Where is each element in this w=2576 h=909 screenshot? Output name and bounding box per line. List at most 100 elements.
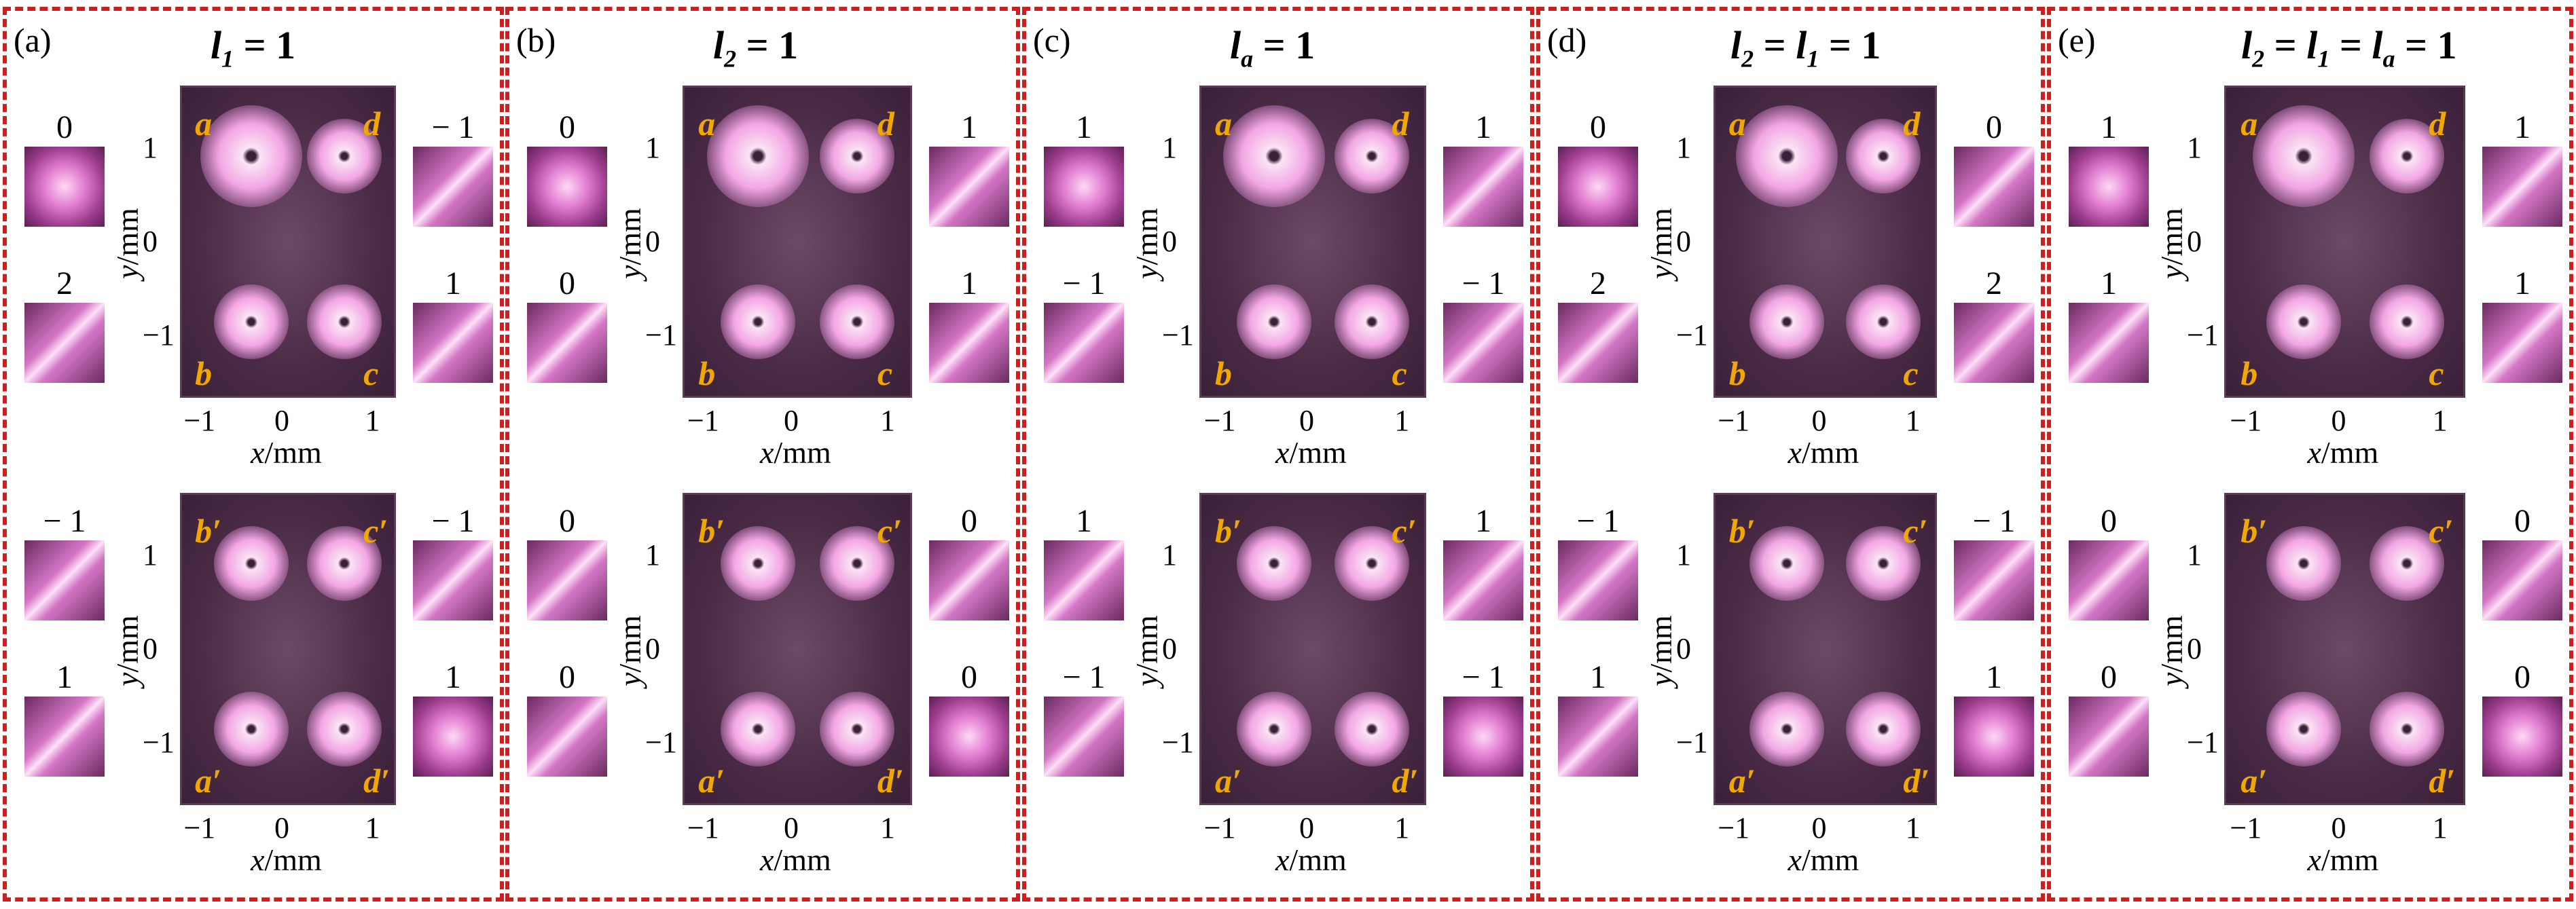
x-axis-unit: /mm	[1289, 842, 1347, 877]
panel-title: l2 = l1 = la = 1	[2241, 26, 2457, 71]
title-symbol: l	[2372, 23, 2383, 67]
mode-index-label: 1	[445, 659, 461, 695]
beam-marker-label: b	[195, 354, 213, 392]
mode-index-label: 0	[559, 109, 575, 145]
figure-panel: (d) l2 = l1 = 1 a d b c 1 0 −1 −1 0 1 x/mm y/mm b′ c′ a′…	[1536, 7, 2045, 902]
x-tick-label: 0	[1299, 811, 1314, 845]
x-axis-unit: /mm	[774, 435, 831, 470]
x-axis-label: x/mm	[760, 845, 831, 876]
mode-index-label: − 1	[1462, 659, 1505, 695]
y-tick-label: 1	[1676, 538, 1691, 572]
y-tick-label: 1	[143, 131, 158, 164]
title-subscript: 2	[2252, 45, 2265, 73]
beam-marker-label: b′	[1215, 511, 1242, 550]
mode-index-label: − 1	[1972, 503, 2016, 539]
panel-title: l2 = l1 = 1	[1730, 26, 1881, 71]
mode-index-label: 0	[2101, 659, 2117, 695]
y-tick-label: −1	[2187, 318, 2219, 352]
x-axis-label: x/mm	[251, 437, 322, 468]
x-axis-label: x/mm	[251, 845, 322, 876]
mode-thumbnail	[929, 303, 1009, 383]
x-tick-label: −1	[687, 811, 719, 845]
y-tick-label: 0	[2187, 632, 2202, 665]
x-tick-label: 1	[2432, 811, 2448, 845]
x-tick-label: 1	[1394, 404, 1410, 437]
y-axis-var: y	[110, 672, 145, 686]
beam-spot	[306, 284, 382, 359]
beam-spot	[1845, 692, 1921, 766]
beam-spot	[2370, 119, 2445, 194]
beam-marker-label: a′	[195, 761, 222, 800]
beam-marker-label: b	[1728, 354, 1746, 392]
mode-index-label: 0	[56, 109, 73, 145]
x-tick-label: 0	[1811, 404, 1827, 437]
x-axis-label: x/mm	[1788, 845, 1860, 876]
beam-spot	[2370, 692, 2445, 766]
x-tick-label: 0	[274, 811, 289, 845]
x-tick-label: −1	[1718, 404, 1750, 437]
y-tick-label: −1	[143, 318, 175, 352]
y-axis-unit: /mm	[1129, 615, 1164, 673]
mode-index-label: 1	[445, 265, 461, 301]
title-subscript: 1	[2317, 45, 2330, 73]
y-tick-label: −1	[143, 726, 175, 759]
y-tick-label: 1	[2187, 131, 2202, 164]
bottom-plot: b′ c′ a′ d′	[1713, 493, 1937, 805]
mode-index-label: 1	[1076, 109, 1092, 145]
title-symbol: l	[211, 23, 222, 67]
mode-index-label: 0	[961, 503, 977, 539]
x-tick-label: −1	[1203, 811, 1236, 845]
mode-thumbnail	[929, 540, 1009, 620]
beam-spot	[721, 284, 796, 359]
mode-thumbnail	[2069, 147, 2149, 227]
x-axis-unit: /mm	[2321, 842, 2379, 877]
figure-panel: (b) l2 = 1 a d b c 1 0 −1 −1 0 1 x/mm y/mm b′ c′ a′ d′ 1 0−…	[505, 7, 1020, 902]
beam-marker-label: c′	[2429, 511, 2454, 550]
beam-spot	[2370, 526, 2445, 601]
y-tick-label: 1	[1162, 538, 1177, 572]
beam-spot	[213, 284, 289, 359]
beam-spot	[1334, 284, 1409, 359]
title-equals: =	[1754, 23, 1796, 67]
mode-index-label: 0	[961, 659, 977, 695]
x-tick-label: −1	[1203, 404, 1236, 437]
mode-index-label: − 1	[1462, 265, 1505, 301]
mode-thumbnail	[1044, 540, 1124, 620]
figure-panel: (e) l2 = l1 = la = 1 a d b c 1 0 −1 −1 0 1 x/mm y/mm b…	[2047, 7, 2573, 902]
beam-marker-label: d	[1392, 104, 1409, 143]
x-tick-label: 0	[274, 404, 289, 437]
mode-index-label: 1	[2514, 265, 2530, 301]
mode-index-label: 1	[1986, 659, 2002, 695]
title-symbol: l	[713, 23, 725, 67]
x-tick-label: −1	[183, 811, 216, 845]
beam-spot	[1845, 526, 1921, 601]
x-tick-label: 1	[1905, 404, 1921, 437]
mode-thumbnail	[527, 147, 607, 227]
mode-thumbnail	[24, 540, 105, 620]
y-axis-label: y/mm	[1644, 208, 1678, 279]
mode-index-label: − 1	[43, 503, 86, 539]
beam-spot	[1749, 526, 1825, 601]
y-tick-label: 0	[645, 632, 660, 665]
beam-spot	[1334, 526, 1409, 601]
mode-thumbnail	[24, 147, 105, 227]
beam-spot	[2266, 284, 2341, 359]
y-axis-unit: /mm	[2154, 208, 2189, 265]
x-tick-label: 0	[2331, 404, 2346, 437]
figure-panel: (c) la = 1 a d b c 1 0 −1 −1 0 1 x/mm y/mm b′ c′ a′ d′ 1 0−…	[1022, 7, 1534, 902]
beam-marker-label: c	[363, 354, 379, 392]
mode-thumbnail	[1954, 540, 2034, 620]
top-plot: a d b c	[683, 86, 912, 398]
beam-spot	[306, 526, 382, 601]
mode-thumbnail	[1044, 697, 1124, 777]
y-tick-label: 1	[645, 538, 660, 572]
panel-label: (a)	[14, 21, 52, 59]
x-tick-label: −1	[2230, 811, 2262, 845]
y-axis-label: y/mm	[1644, 615, 1678, 686]
title-subscript: a	[1241, 45, 1254, 73]
y-axis-var: y	[613, 265, 647, 279]
beam-marker-label: a	[195, 104, 213, 143]
y-tick-label: 1	[1162, 131, 1177, 164]
mode-index-label: 1	[2101, 109, 2117, 145]
top-plot: a d b c	[1199, 86, 1426, 398]
